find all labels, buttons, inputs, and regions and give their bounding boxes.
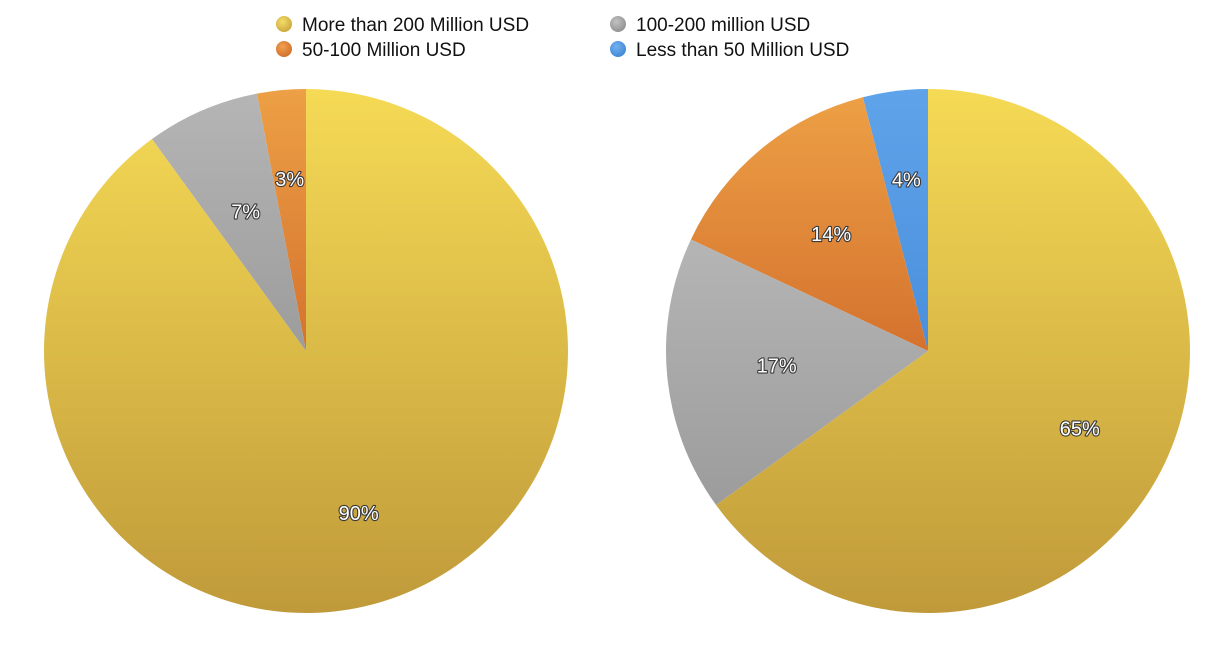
legend-label-50-100m: 50-100 Million USD [302, 40, 466, 61]
legend-marker-100-200m [610, 16, 626, 32]
chart-legend: More than 200 Million USD 100-200 millio… [276, 15, 849, 61]
legend-marker-more-than-200m [276, 16, 292, 32]
pie-slice-more-than-200-million-usd [716, 89, 1190, 613]
pie-slice-label-more-than-200-million-usd: 65% [1060, 418, 1100, 440]
pie-slice-label-50-100-million-usd: 14% [811, 224, 851, 246]
legend-entry-less-than-50m: Less than 50 Million USD [610, 40, 849, 61]
legend-label-100-200m: 100-200 million USD [636, 15, 810, 36]
pie-chart-right: 65% 4% 14% 17% [665, 89, 1190, 613]
pie-slice-label-less-than-50-million-usd: 4% [892, 169, 921, 191]
pie-slice-label-100-200-million-usd: 17% [757, 355, 797, 377]
pie-slice-label-100-200-million-usd: 7% [231, 202, 260, 224]
pie-chart-left: 90% 3% 7% [43, 89, 569, 613]
pie-slice-50-100-million-usd [256, 89, 306, 351]
pie-slice-less-than-50-million-usd [862, 89, 928, 351]
pie-slice-50-100-million-usd [690, 97, 928, 352]
pie-slice-100-200-million-usd [665, 239, 928, 505]
legend-entry-50-100m: 50-100 Million USD [276, 40, 466, 61]
pie-slice-label-more-than-200-million-usd: 90% [339, 503, 379, 525]
legend-label-less-than-50m: Less than 50 Million USD [636, 40, 849, 61]
legend-entry-100-200m: 100-200 million USD [610, 15, 810, 36]
legend-marker-less-than-50m [610, 41, 626, 57]
legend-entry-more-than-200m: More than 200 Million USD [276, 15, 529, 36]
legend-marker-50-100m [276, 41, 292, 57]
pie-slice-100-200-million-usd [152, 93, 306, 351]
legend-label-more-than-200m: More than 200 Million USD [302, 15, 529, 36]
pie-slice-label-50-100-million-usd: 3% [275, 169, 304, 191]
